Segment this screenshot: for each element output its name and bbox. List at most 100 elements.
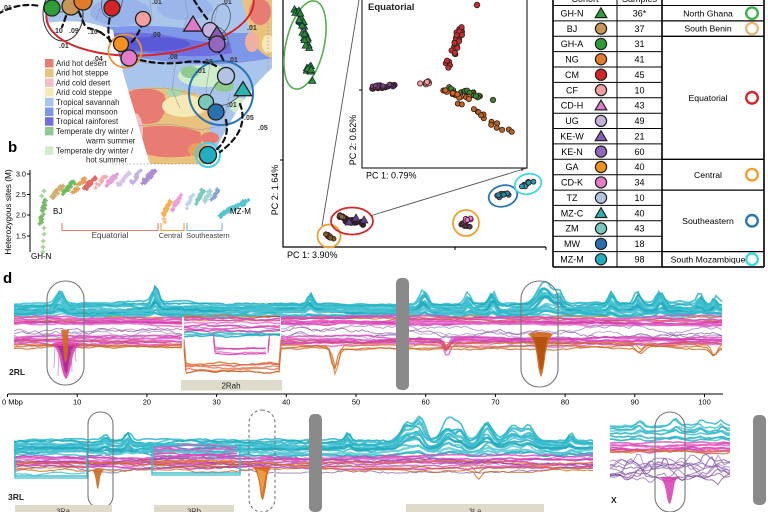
svg-text:1.5: 1.5 <box>16 232 26 241</box>
svg-text:.05: .05 <box>258 125 268 132</box>
svg-text:South Benin: South Benin <box>684 24 732 34</box>
svg-text:2Rah: 2Rah <box>221 382 240 391</box>
svg-text:.01: .01 <box>2 5 12 12</box>
svg-text:CD-K: CD-K <box>561 178 583 188</box>
svg-text:Central: Central <box>159 231 183 240</box>
svg-text:10: 10 <box>634 85 644 95</box>
svg-text:.05: .05 <box>244 115 254 122</box>
svg-text:Central: Central <box>694 170 722 180</box>
svg-text:Southeastern: Southeastern <box>186 231 229 240</box>
svg-text:20: 20 <box>143 398 151 407</box>
svg-text:Arid hot desert: Arid hot desert <box>56 59 108 68</box>
svg-text:3Rb: 3Rb <box>187 507 201 512</box>
svg-text:98: 98 <box>634 255 644 265</box>
svg-text:.09: .09 <box>151 32 161 39</box>
svg-text:PC 2: 1.64%: PC 2: 1.64% <box>270 165 280 216</box>
svg-text:CF: CF <box>566 85 578 95</box>
svg-text:80: 80 <box>561 398 569 407</box>
svg-text:MZ-C: MZ-C <box>561 208 584 218</box>
svg-text:b: b <box>8 139 17 156</box>
svg-text:41: 41 <box>634 55 644 65</box>
svg-text:.01: .01 <box>227 102 237 109</box>
svg-text:GA: GA <box>565 162 578 172</box>
svg-text:Samples: Samples <box>622 0 658 4</box>
svg-text:90: 90 <box>631 398 639 407</box>
svg-text:CM: CM <box>565 70 579 80</box>
svg-text:Equatorial: Equatorial <box>688 93 727 103</box>
svg-text:Southeastern: Southeastern <box>682 216 734 226</box>
svg-text:Arid cold desert: Arid cold desert <box>56 78 111 87</box>
svg-text:3RL: 3RL <box>8 492 24 502</box>
svg-text:0 Mbp: 0 Mbp <box>2 398 23 407</box>
svg-text:Heterozygous sites (M): Heterozygous sites (M) <box>3 169 13 255</box>
svg-text:TZ: TZ <box>567 193 578 203</box>
svg-text:NG: NG <box>565 55 579 65</box>
svg-text:MZ-M: MZ-M <box>230 207 251 216</box>
svg-text:Tropical savannah: Tropical savannah <box>56 98 119 107</box>
svg-text:hot summer: hot summer <box>86 156 128 165</box>
svg-text:37: 37 <box>634 24 644 34</box>
svg-text:Cohort: Cohort <box>571 0 599 4</box>
svg-text:2.0: 2.0 <box>16 211 26 220</box>
svg-text:10: 10 <box>634 193 644 203</box>
svg-text:31: 31 <box>634 39 644 49</box>
svg-text:PC 1: 3.90%: PC 1: 3.90% <box>287 250 338 260</box>
svg-text:Tropical monsoon: Tropical monsoon <box>56 108 118 117</box>
svg-text:PC 1: 0.79%: PC 1: 0.79% <box>366 171 417 181</box>
svg-text:BJ: BJ <box>53 207 62 216</box>
svg-text:X: X <box>611 495 617 505</box>
svg-text:.09: .09 <box>69 28 79 35</box>
svg-text:.01: .01 <box>228 57 238 64</box>
svg-text:40: 40 <box>634 208 644 218</box>
svg-text:40: 40 <box>634 162 644 172</box>
svg-text:Temperate dry winter /: Temperate dry winter / <box>56 127 134 136</box>
svg-text:Arid hot steppe: Arid hot steppe <box>56 69 108 78</box>
svg-text:North Ghana: North Ghana <box>683 8 733 18</box>
svg-text:3Ra: 3Ra <box>56 507 71 512</box>
svg-text:50: 50 <box>352 398 360 407</box>
svg-text:Temperate dry winter /: Temperate dry winter / <box>56 146 134 155</box>
svg-text:2.5: 2.5 <box>16 190 26 199</box>
svg-text:ZM: ZM <box>566 224 579 234</box>
svg-text:Equatorial: Equatorial <box>92 231 129 240</box>
svg-text:45: 45 <box>634 70 644 80</box>
svg-text:South Mozambique: South Mozambique <box>671 254 746 264</box>
svg-text:GH-A: GH-A <box>561 39 584 49</box>
svg-text:MZ-M: MZ-M <box>560 255 584 265</box>
svg-text:18: 18 <box>634 239 644 249</box>
svg-text:PC 2: 0.62%: PC 2: 0.62% <box>348 115 358 166</box>
svg-text:MW: MW <box>564 239 580 249</box>
svg-text:3La: 3La <box>469 507 482 512</box>
svg-text:KE-N: KE-N <box>561 147 583 157</box>
svg-text:GH-N: GH-N <box>561 8 584 18</box>
svg-text:43: 43 <box>634 224 644 234</box>
svg-text:.10: .10 <box>53 28 63 35</box>
svg-text:Equatorial: Equatorial <box>368 2 414 13</box>
svg-text:100: 100 <box>698 398 711 407</box>
svg-text:60: 60 <box>422 398 430 407</box>
svg-text:.10: .10 <box>88 29 98 36</box>
svg-text:.01: .01 <box>247 25 257 32</box>
svg-text:36*: 36* <box>633 8 647 18</box>
svg-text:.01: .01 <box>222 0 232 6</box>
svg-text:UG: UG <box>565 116 579 126</box>
svg-text:34: 34 <box>634 178 644 188</box>
svg-text:.01: .01 <box>152 0 162 6</box>
svg-text:.08: .08 <box>168 54 178 61</box>
svg-text:2RL: 2RL <box>9 367 25 377</box>
svg-text:60: 60 <box>634 147 644 157</box>
svg-text:CD-H: CD-H <box>561 101 584 111</box>
svg-text:49: 49 <box>634 116 644 126</box>
svg-text:10: 10 <box>73 398 81 407</box>
svg-text:Arid cold steppe: Arid cold steppe <box>56 88 112 97</box>
svg-text:40: 40 <box>282 398 290 407</box>
svg-text:21: 21 <box>634 131 644 141</box>
svg-text:30: 30 <box>212 398 220 407</box>
svg-text:.01: .01 <box>59 43 69 50</box>
svg-text:43: 43 <box>634 101 644 111</box>
svg-text:70: 70 <box>491 398 499 407</box>
svg-text:Tropical rainforest: Tropical rainforest <box>56 117 119 126</box>
svg-text:warm summer: warm summer <box>85 137 136 146</box>
svg-text:d: d <box>3 270 12 287</box>
svg-text:GH-N: GH-N <box>31 252 52 261</box>
